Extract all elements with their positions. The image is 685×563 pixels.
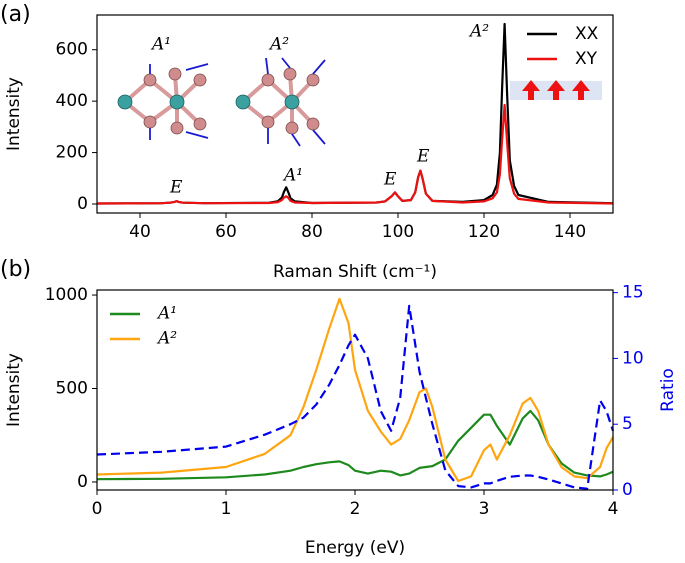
annotation: E [169,178,183,198]
x-axis-label: Energy (eV) [305,538,405,558]
y-tick-label: 200 [56,143,88,163]
y-tick-label: 600 [56,40,88,60]
annotation: A² [468,22,489,42]
y2-tick-label: 0 [622,480,633,500]
panel-label: (a) [0,2,31,27]
x-tick-label: 120 [468,222,500,242]
y-tick-label: 1000 [45,285,88,305]
y2-tick-label: 15 [622,283,644,303]
y-tick-label: 0 [77,194,88,214]
data-line [96,297,614,483]
y-tick-label: 500 [56,379,88,399]
plot-frame [96,14,614,214]
annotation: A² [268,35,289,55]
x-tick-label: 80 [301,222,323,242]
y2-tick-label: 10 [622,348,644,368]
annotation: E [416,147,430,167]
x-tick-label: 1 [221,499,232,519]
x-tick-label: 4 [608,499,619,519]
y-axis-label: Intensity [4,77,24,151]
plot-frame [96,289,614,491]
x-tick-label: 60 [215,222,237,242]
y-axis-label: Intensity [4,353,24,427]
legend-label: XX [575,24,599,44]
x-tick-label: 3 [479,499,490,519]
y-tick-label: 0 [77,472,88,492]
x-tick-label: 40 [129,222,151,242]
legend-label: A² [156,329,177,349]
annotation: A¹ [150,35,171,55]
annotation: E [383,170,397,190]
y-tick-label: 400 [56,91,88,111]
x-axis-label: Raman Shift (cm⁻¹) [273,262,437,282]
x-tick-label: 0 [92,499,103,519]
y2-tick-label: 5 [622,414,633,434]
x-tick-label: 100 [382,222,414,242]
panel-label: (b) [0,257,31,282]
x-tick-label: 2 [350,499,361,519]
y2-axis-label: Ratio [658,368,678,412]
data-line [96,103,614,205]
data-line [96,409,614,481]
polarization-inset [510,80,602,100]
legend-label: A¹ [156,304,177,324]
annotation: A¹ [282,166,303,186]
crystal-inset [117,57,326,147]
legend-label: XY [575,49,598,69]
x-tick-label: 140 [554,222,586,242]
data-line [96,304,615,490]
